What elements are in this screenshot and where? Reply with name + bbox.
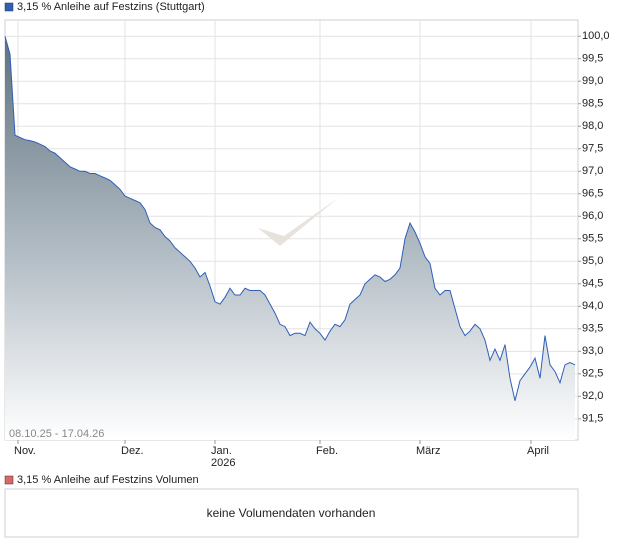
volume-panel — [4, 488, 579, 538]
area — [5, 36, 575, 440]
x-tick-label: Nov. — [14, 445, 36, 457]
x-tick-label: April — [527, 445, 549, 457]
legend-swatch — [4, 475, 14, 485]
y-tick-label: 99,0 — [582, 75, 603, 87]
y-tick-label: 96,5 — [582, 188, 603, 200]
y-tick-label: 92,5 — [582, 368, 603, 380]
volume-message: keine Volumendaten vorhanden — [207, 506, 376, 520]
y-tick-label: 100,0 — [582, 30, 610, 42]
legend-label: 3,15 % Anleihe auf Festzins (Stuttgart) — [17, 1, 205, 13]
y-tick-label: 99,5 — [582, 53, 603, 65]
y-tick-label: 97,5 — [582, 143, 603, 155]
x-tick-label: Dez. — [121, 445, 144, 457]
y-tick-label: 96,0 — [582, 210, 603, 222]
y-tick-label: 92,0 — [582, 390, 603, 402]
y-tick-label: 98,0 — [582, 120, 603, 132]
y-tick-label: 95,5 — [582, 233, 603, 245]
x-tick-sublabel: 2026 — [211, 457, 235, 469]
y-tick-label: 91,5 — [582, 413, 603, 425]
legend-swatch — [4, 2, 14, 12]
x-tick-label: Feb. — [316, 445, 338, 457]
y-tick-label: 94,5 — [582, 278, 603, 290]
range-label: 08.10.25 - 17.04.26 — [9, 428, 104, 440]
y-tick-label: 98,5 — [582, 98, 603, 110]
y-tick-label: 94,0 — [582, 300, 603, 312]
x-tick-label: Jan. — [211, 445, 232, 457]
line — [4, 36, 576, 401]
x-tick-label: März — [416, 445, 440, 457]
y-tick-label: 93,5 — [582, 323, 603, 335]
y-tick-label: 97,0 — [582, 165, 603, 177]
y-tick-label: 95,0 — [582, 255, 603, 267]
legend-label: 3,15 % Anleihe auf Festzins Volumen — [17, 474, 199, 486]
y-tick-label: 93,0 — [582, 345, 603, 357]
